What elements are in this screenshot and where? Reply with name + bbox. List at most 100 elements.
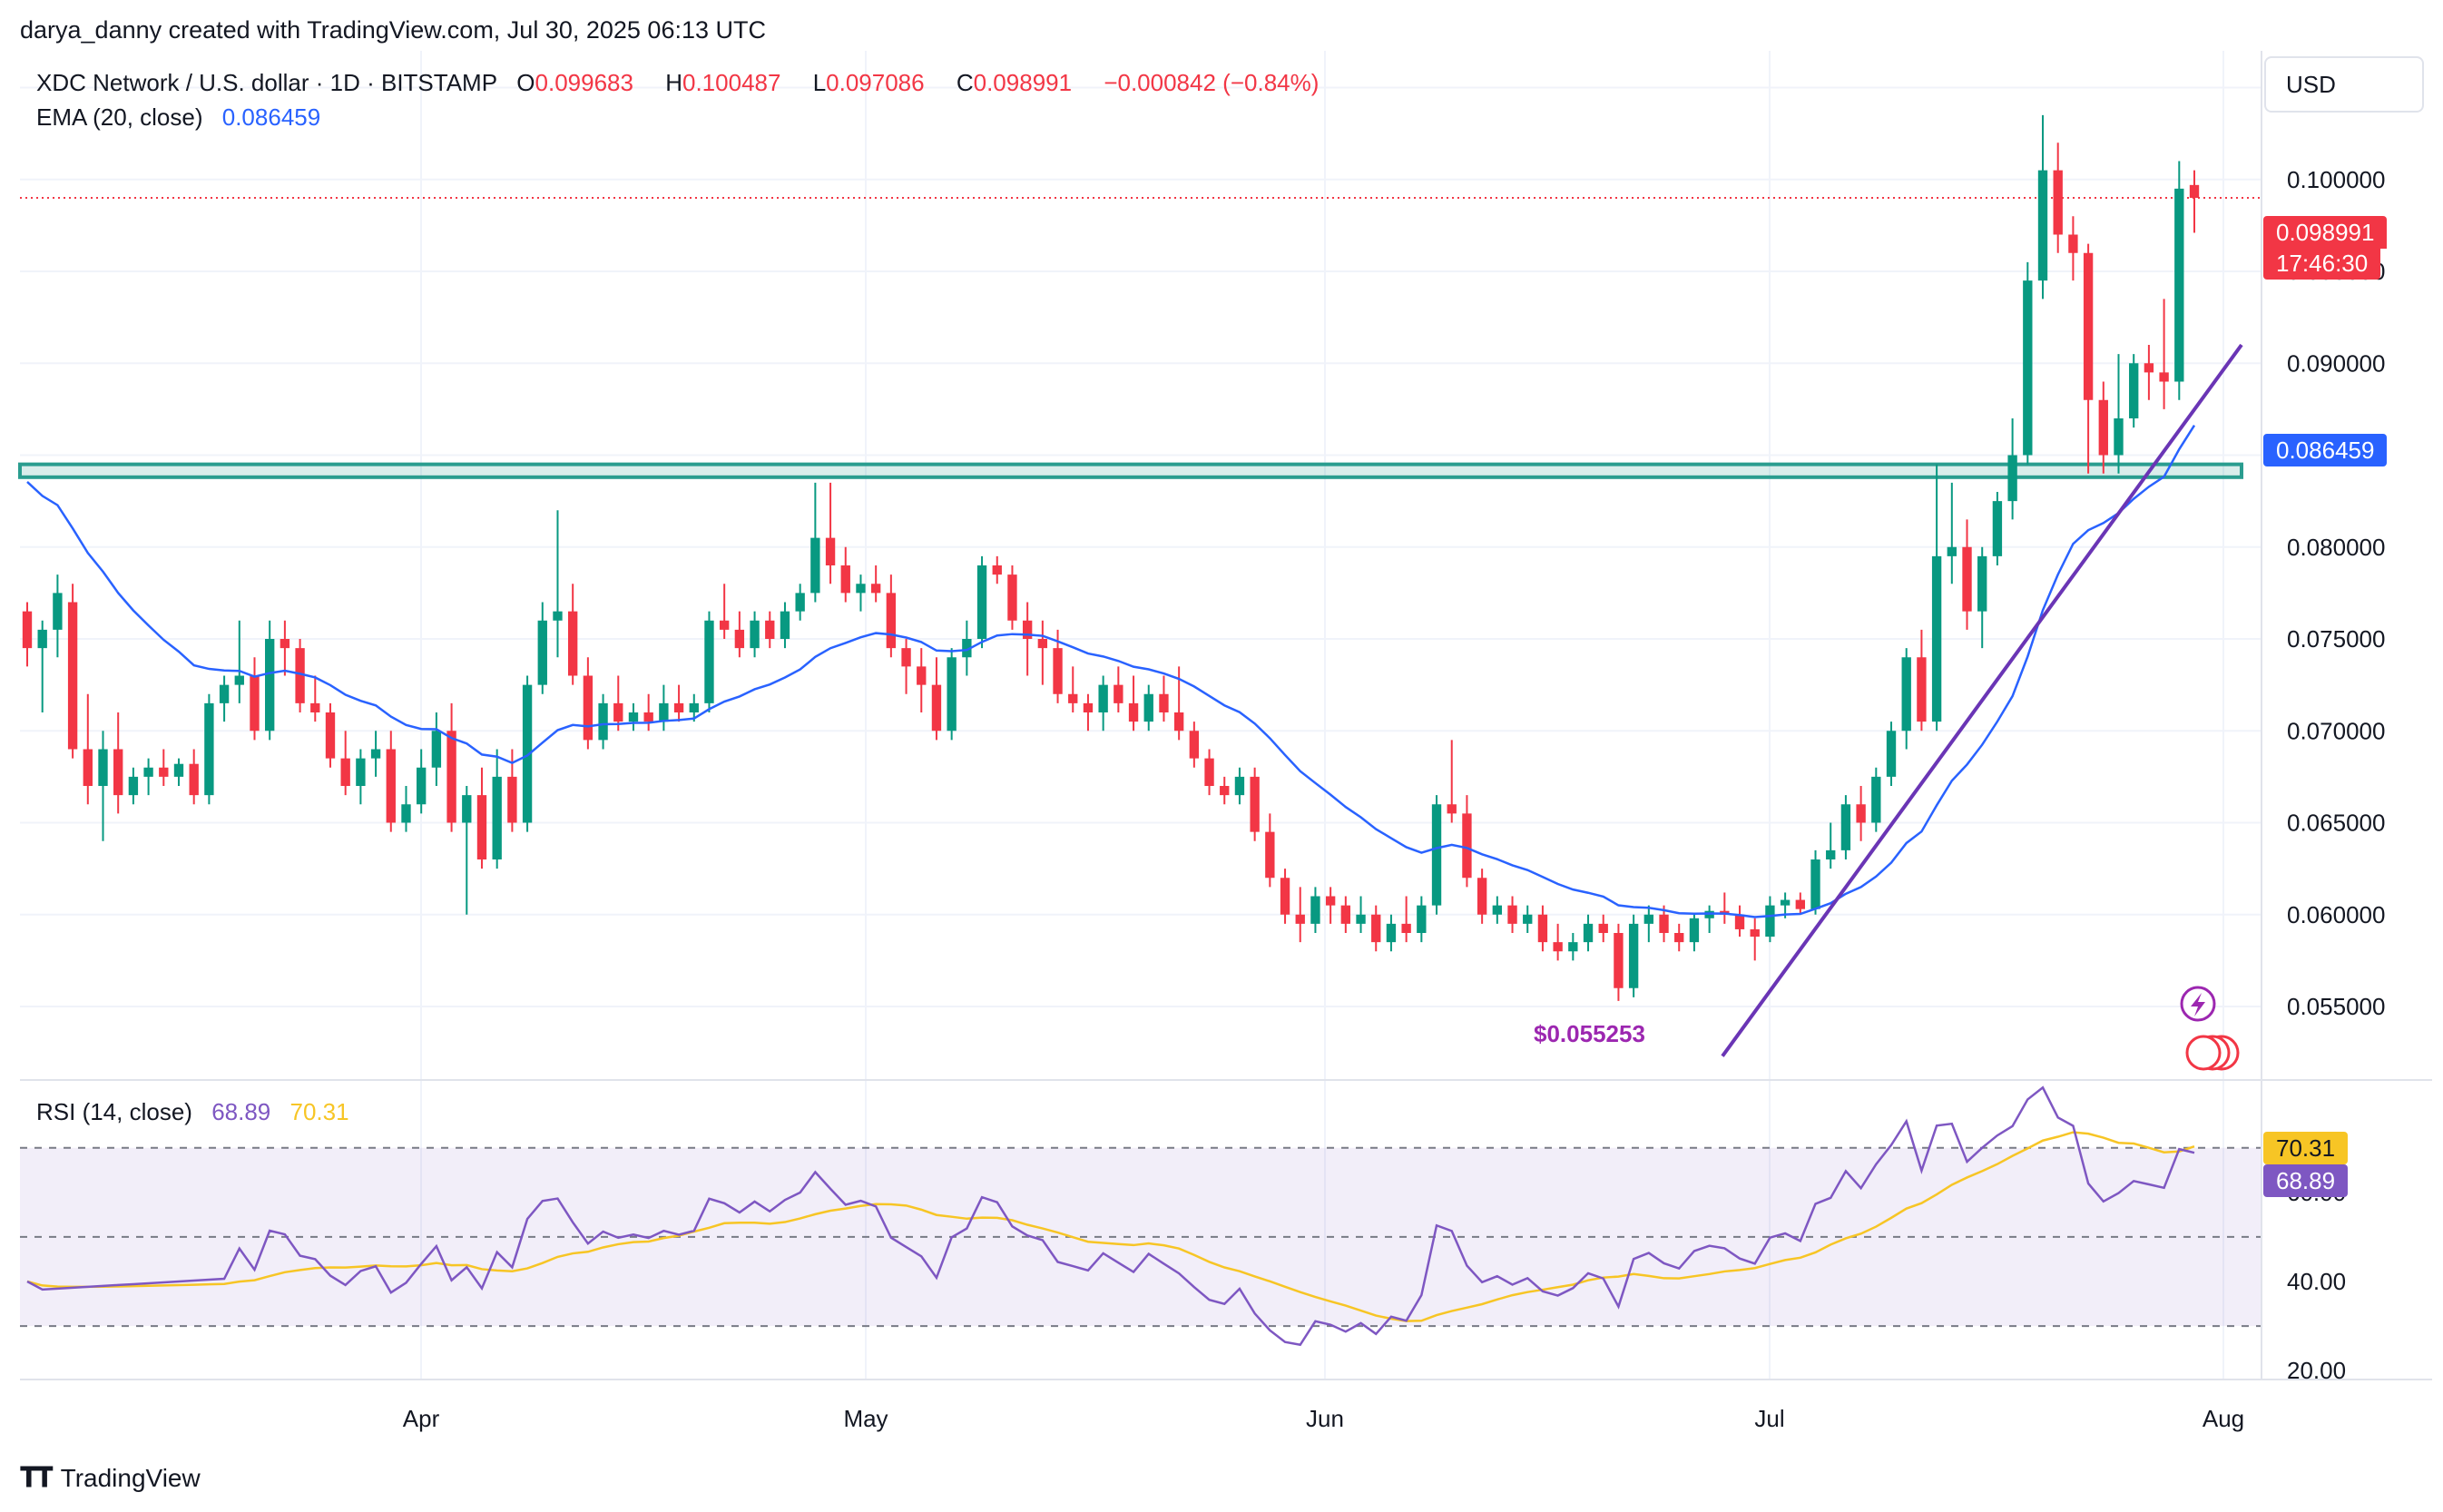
candle-body: [1689, 918, 1700, 943]
candle-body: [2053, 170, 2063, 235]
candle-body: [628, 712, 639, 722]
brand-name: TradingView: [60, 1464, 201, 1492]
currency-button[interactable]: USD: [2264, 56, 2424, 113]
ema-badge: 0.086459: [2263, 434, 2388, 466]
candle-body: [1734, 914, 1745, 929]
candle-body: [1356, 914, 1366, 924]
candle-body: [537, 620, 547, 685]
candle-body: [280, 639, 290, 649]
candle-body: [1659, 914, 1669, 933]
candle-body: [83, 749, 93, 786]
candle-body: [1826, 849, 1836, 859]
time-tick-label: May: [843, 1405, 888, 1432]
candle-body: [2007, 455, 2017, 502]
tradingview-logo[interactable]: 𝐓𝐓 TradingView: [20, 1463, 201, 1494]
ema-line: [26, 425, 2196, 918]
candle-body: [53, 593, 63, 630]
open-label: O: [516, 69, 535, 96]
close-value: 0.098991: [973, 69, 1073, 96]
candle-body: [1992, 501, 2003, 556]
candle-body: [1068, 693, 1078, 703]
ema-label[interactable]: EMA (20, close): [36, 103, 203, 131]
candle-body: [476, 795, 487, 859]
candle-body: [1447, 804, 1457, 814]
candle-body: [1614, 933, 1624, 988]
high-value: 0.100487: [682, 69, 781, 96]
rsi-value: 68.89: [211, 1098, 271, 1125]
price-tick-label: 0.100000: [2287, 166, 2385, 193]
candle-body: [765, 620, 775, 639]
candle-body: [1295, 914, 1305, 924]
candle-body: [370, 749, 381, 759]
candle-body: [340, 758, 350, 786]
candle-body: [1553, 942, 1563, 952]
candle-body: [734, 629, 745, 649]
candle-body: [2083, 252, 2094, 400]
time-tick-label: Apr: [403, 1405, 440, 1432]
low-annotation: $0.055253: [1534, 1020, 1645, 1047]
candle-body: [2189, 184, 2200, 198]
candle-body: [356, 758, 366, 786]
rsi-ma-badge: 70.31: [2263, 1132, 2349, 1164]
candle-body: [492, 776, 502, 859]
ema-20-line: [26, 425, 2196, 918]
candle-body: [553, 611, 563, 621]
candle-body: [1173, 712, 1184, 731]
candle-body: [1704, 910, 1714, 918]
candle-body: [704, 620, 714, 703]
candle-body: [1871, 776, 1881, 823]
price-tick-label: 0.055000: [2287, 993, 2385, 1020]
change-value: −0.000842 (−0.84%): [1104, 69, 1320, 96]
candle-body: [947, 657, 957, 731]
candle-body: [1114, 684, 1123, 703]
candle-body: [1325, 896, 1336, 906]
candle-body: [1053, 648, 1063, 694]
candle-body: [143, 767, 153, 777]
countdown-badge: 17:46:30: [2263, 247, 2381, 280]
candle-body: [598, 702, 608, 741]
rsi-label[interactable]: RSI (14, close): [36, 1098, 192, 1125]
candle-body: [2098, 399, 2108, 456]
candle-body: [1417, 905, 1427, 933]
candle-body: [295, 648, 305, 703]
candle-body: [643, 712, 653, 722]
candle-body: [1265, 831, 1275, 879]
candle-body: [1310, 896, 1320, 924]
candle-body: [659, 702, 669, 722]
candle-body: [234, 675, 244, 685]
low-label: L: [812, 69, 827, 96]
candle-body: [1280, 878, 1290, 915]
candle-body: [1492, 905, 1503, 915]
candle-body: [1674, 933, 1684, 943]
price-tick-label: 0.090000: [2287, 349, 2385, 377]
candle-body: [825, 537, 836, 565]
candle-body: [1204, 758, 1214, 786]
candle-body: [750, 620, 760, 649]
candle-body: [1386, 923, 1397, 943]
high-label: H: [665, 69, 682, 96]
candle-body: [250, 675, 260, 731]
candle-body: [840, 565, 850, 594]
grid: [20, 51, 2261, 1379]
candle-body: [689, 702, 699, 712]
candle-body: [931, 684, 942, 731]
candle-body: [1507, 905, 1517, 924]
candle-body: [2023, 280, 2033, 456]
time-tick-label: Jun: [1306, 1405, 1344, 1432]
candle-body: [310, 702, 320, 712]
symbol-title[interactable]: XDC Network / U.S. dollar · 1D · BITSTAM…: [36, 69, 498, 96]
rsi-ma-value: 70.31: [289, 1098, 349, 1125]
candle-body: [1780, 899, 1791, 906]
candle-body: [1037, 639, 1048, 649]
candle-body: [417, 767, 427, 805]
candle-body: [1931, 555, 1942, 722]
candle-body: [2037, 170, 2048, 281]
candle-body: [446, 731, 456, 823]
candle-body: [189, 763, 199, 796]
candle-body: [2144, 363, 2154, 373]
candle-body: [992, 565, 1002, 575]
candle-body: [613, 702, 623, 722]
price-tick-label: 0.070000: [2287, 717, 2385, 744]
candle-body: [780, 611, 790, 639]
candle-body: [1189, 731, 1200, 759]
